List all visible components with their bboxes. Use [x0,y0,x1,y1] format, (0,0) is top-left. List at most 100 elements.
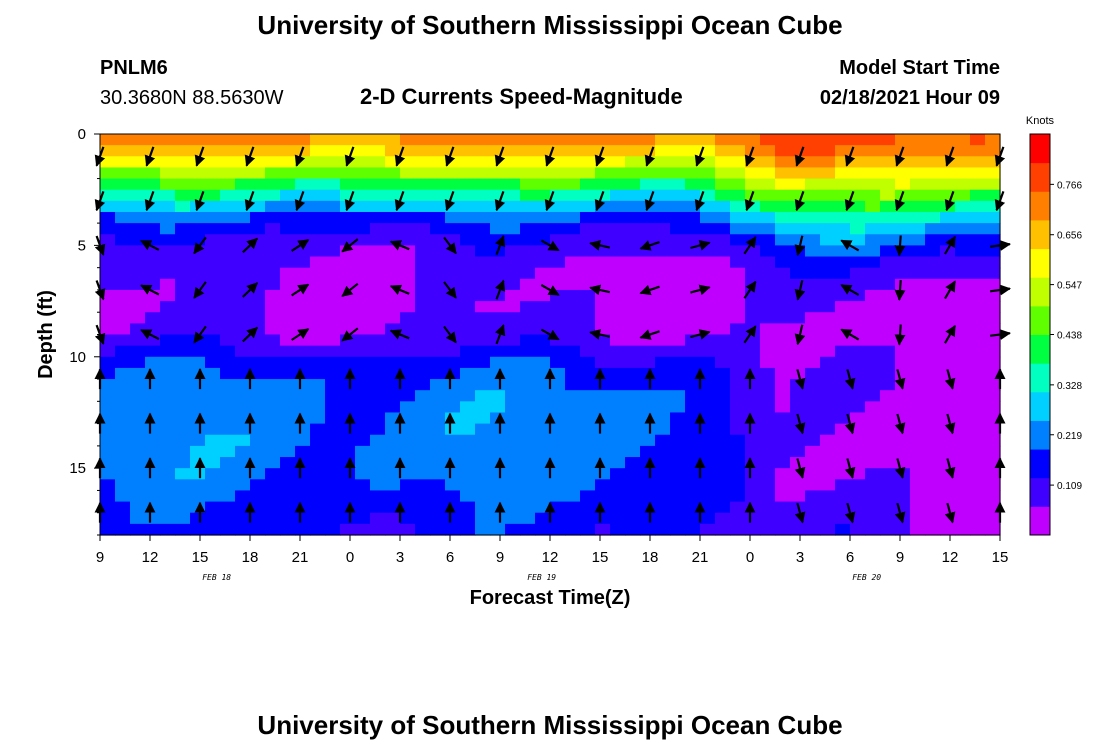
heatmap-cell [445,245,461,258]
heatmap-cell [100,167,116,180]
heatmap-cell [475,390,491,402]
heatmap-cell [745,134,761,146]
current-vector [242,237,258,254]
heatmap-cell [295,379,311,391]
current-vector [944,235,956,255]
heatmap-cell [850,234,866,246]
current-vector [743,236,757,255]
heatmap-cell [550,267,566,280]
heatmap-cell [820,523,836,536]
heatmap-cell [370,189,386,202]
heatmap-cell [475,356,491,369]
heatmap-cell [790,312,806,324]
heatmap-cell [280,334,296,347]
heatmap-cell [880,289,896,302]
heatmap-cell [115,345,131,358]
heatmap-cell [610,256,626,269]
heatmap-cell [280,156,296,169]
heatmap-cell [865,245,881,258]
heatmap-cell [445,379,461,391]
heatmap-cell [760,345,776,358]
heatmap-cell [640,178,656,191]
heatmap-cell [445,256,461,269]
heatmap-cell [550,501,566,514]
heatmap-cell [385,468,401,480]
heatmap-cell [160,345,176,358]
heatmap-cell [970,312,986,324]
heatmap-cell [295,267,311,280]
heatmap-cell [160,512,176,525]
heatmap-cell [655,457,671,469]
heatmap-cell [790,211,806,224]
heatmap-cell [730,267,746,280]
heatmap-cell [775,412,791,425]
x-tick-label: 3 [396,549,404,566]
heatmap-cell [475,468,491,480]
heatmap-cell [715,223,731,235]
heatmap-cell [925,134,941,146]
heatmap-cell [805,301,821,313]
heatmap-cell [970,412,986,425]
heatmap-cell [685,479,701,492]
heatmap-cell [610,412,626,425]
heatmap-cell [385,423,401,436]
heatmap-cell [820,512,836,525]
heatmap-cell [115,468,131,480]
heatmap-cell [985,234,1001,246]
heatmap-cell [475,512,491,525]
heatmap-cell [535,167,551,180]
heatmap-cell [250,134,266,146]
heatmap-cell [595,256,611,269]
heatmap-cell [670,301,686,313]
heatmap-cell [385,256,401,269]
colorbar-tick-label: 0.656 [1057,231,1082,242]
heatmap-cell [790,256,806,269]
heatmap-cell [655,523,671,536]
heatmap-cell [670,211,686,224]
heatmap-cell [355,289,371,302]
heatmap-cell [700,523,716,536]
heatmap-cell [505,312,521,324]
heatmap-cell [295,289,311,302]
heatmap-cell [355,189,371,202]
heatmap-cell [115,412,131,425]
heatmap-cell [280,256,296,269]
heatmap-cell [835,156,851,169]
heatmap-cell [460,434,476,447]
heatmap-cell [160,267,176,280]
heatmap-cell [190,301,206,313]
heatmap-cell [265,345,281,358]
heatmap-cell [700,200,716,213]
heatmap-cell [520,267,536,280]
heatmap-cell [445,423,461,436]
heatmap-cell [220,245,236,258]
heatmap-cell [460,200,476,213]
heatmap-cell [355,445,371,458]
heatmap-cell [415,167,431,180]
heatmap-cell [520,189,536,202]
heatmap-cell [115,145,131,157]
heatmap-cell [565,156,581,169]
heatmap-cell [760,479,776,492]
x-tick-label: 12 [542,549,559,566]
heatmap-cell [985,267,1001,280]
heatmap-cell [820,468,836,480]
heatmap-cell [430,379,446,391]
heatmap-cell [415,334,431,347]
heatmap-cell [925,178,941,191]
heatmap-cell [370,501,386,514]
heatmap-cell [415,200,431,213]
heatmap-cell [850,356,866,369]
heatmap-cell [370,367,386,380]
heatmap-cell [925,512,941,525]
current-vector [840,239,860,252]
heatmap-cell [925,523,941,536]
heatmap-cell [475,423,491,436]
heatmap-cell [580,145,596,157]
heatmap-cell [265,312,281,324]
heatmap-cell [115,323,131,336]
heatmap-cell [655,234,671,246]
heatmap-cell [580,479,596,492]
heatmap-cell [790,390,806,402]
heatmap-cell [430,312,446,324]
